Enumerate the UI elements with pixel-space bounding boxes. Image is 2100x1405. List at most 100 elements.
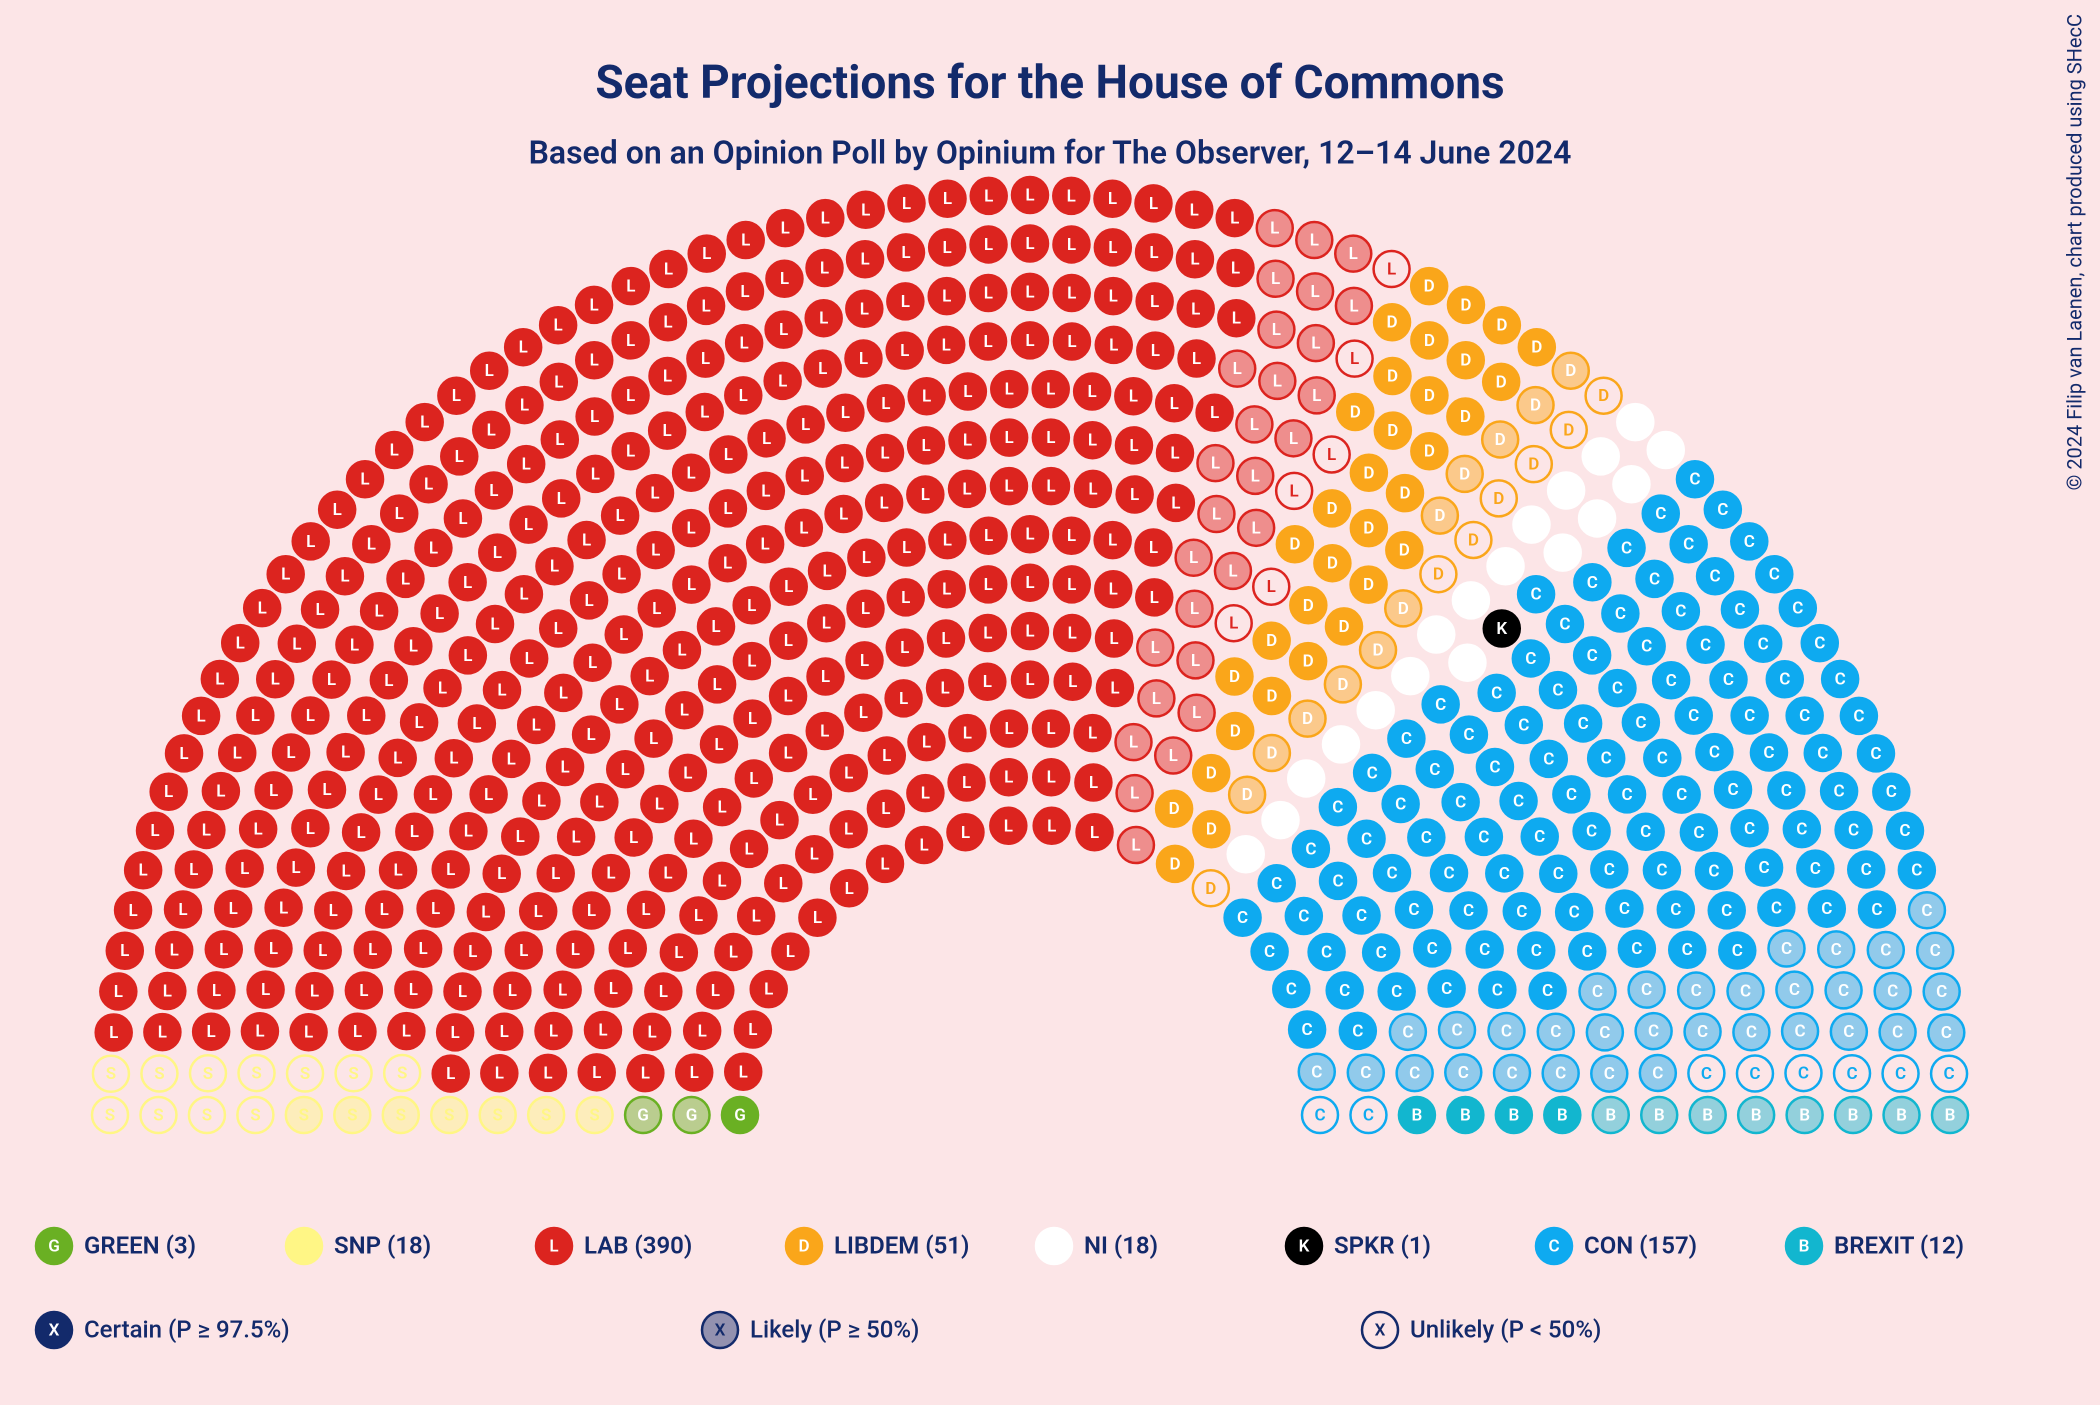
seat-lab: L [479,535,515,571]
svg-text:L: L [487,420,496,440]
svg-text:C: C [1271,874,1282,894]
seat-libdem: D [1455,522,1491,558]
svg-text:L: L [1025,234,1034,254]
seat-lab: L [866,485,902,521]
svg-text:L: L [524,515,533,535]
seat-lab: L [1075,765,1111,801]
seat-lab: L [573,893,609,929]
svg-text:D: D [1399,484,1410,504]
seat-lab: L [675,821,711,857]
seat-con: C [1715,772,1751,808]
seat-lab: L [1257,210,1293,246]
svg-text:L: L [360,470,369,490]
seat-con: C [1513,640,1549,676]
svg-text:D: D [1424,442,1435,462]
svg-text:D: D [1266,631,1277,651]
seat-lab: L [149,973,185,1009]
seat-lab: L [788,406,824,442]
svg-text:L: L [761,535,770,555]
seat-snp: S [577,1097,613,1133]
svg-text:L: L [663,313,672,333]
seat-lab: L [1138,680,1174,716]
svg-text:L: L [1109,580,1118,600]
seat-lab: L [547,749,583,785]
seat-libdem: D [1351,567,1387,603]
seat-con: C [1644,740,1680,776]
svg-text:L: L [485,361,494,381]
svg-text:C: C [1781,939,1792,959]
svg-text:L: L [291,858,300,878]
seat-lab: L [639,590,675,626]
seat-lab: L [1336,288,1372,324]
seat-con: C [1320,789,1356,825]
svg-text:L: L [779,320,788,340]
seat-lab: L [436,740,472,776]
seat-con: C [1602,596,1638,632]
seat-con: C [1569,933,1605,969]
svg-text:L: L [1046,428,1055,448]
seat-libdem: D [1360,632,1396,668]
svg-text:L: L [468,942,477,962]
svg-text:S: S [106,1064,116,1084]
svg-text:D: D [1434,506,1445,526]
svg-text:L: L [813,908,822,928]
svg-text:L: L [1152,689,1161,709]
seat-lab: L [868,385,904,421]
seat-lab: L [809,553,845,589]
seat-lab: L [710,436,746,472]
seat-lab: L [715,934,751,970]
seat-lab: L [632,658,668,694]
seat-lab: L [1238,510,1274,546]
svg-text:L: L [500,1022,509,1042]
svg-text:C: C [1421,828,1432,848]
svg-text:L: L [532,716,541,736]
seat-lab: L [96,1015,132,1051]
svg-text:D: D [1387,367,1398,387]
seat-lab: L [484,672,520,708]
seat-lab: L [222,625,258,661]
svg-text:C: C [1506,1063,1517,1083]
seat-con: C [1785,1055,1821,1091]
seat-con: C [1574,564,1610,600]
svg-text:B: B [1945,1105,1956,1125]
seat-con: C [1818,931,1854,967]
svg-text:L: L [463,646,472,666]
seat-lab: L [613,268,649,304]
seat-con: C [1591,1056,1627,1092]
svg-text:C: C [1792,599,1803,619]
seat-con: C [1479,972,1515,1008]
seat-lab: L [523,783,559,819]
svg-text:L: L [586,725,595,745]
svg-text:C: C [1887,981,1898,1001]
seat-lab: L [545,675,581,711]
svg-text:C: C [1311,1062,1322,1082]
svg-text:L: L [744,839,753,859]
svg-text:L: L [784,631,793,651]
seat-lab: L [888,234,924,270]
seat-lab: L [279,626,315,662]
seat-con: C [1928,1015,1964,1051]
seat-lab: L [1374,251,1410,287]
seat-lab: L [634,1014,670,1050]
svg-text:L: L [1149,243,1158,263]
seat-lab: L [736,760,772,796]
seat-con: C [1574,813,1610,849]
svg-text:L: L [449,749,458,769]
seat-lab: L [380,740,416,776]
seat-ni [1449,645,1485,681]
svg-text:C: C [1531,585,1542,605]
seat-lab: L [219,735,255,771]
svg-text:L: L [393,748,402,768]
svg-text:C: C [1732,941,1743,961]
svg-text:L: L [543,1063,552,1083]
seat-lab: L [315,892,351,928]
seat-lab: L [1258,261,1294,297]
seat-con: C [1880,1014,1916,1050]
seat-lab: L [847,241,883,277]
svg-text:L: L [555,430,564,450]
svg-text:L: L [942,287,951,307]
seat-lab: L [908,724,944,760]
seat-libdem: D [1518,387,1554,423]
svg-text:L: L [390,441,399,461]
svg-text:L: L [689,829,698,849]
